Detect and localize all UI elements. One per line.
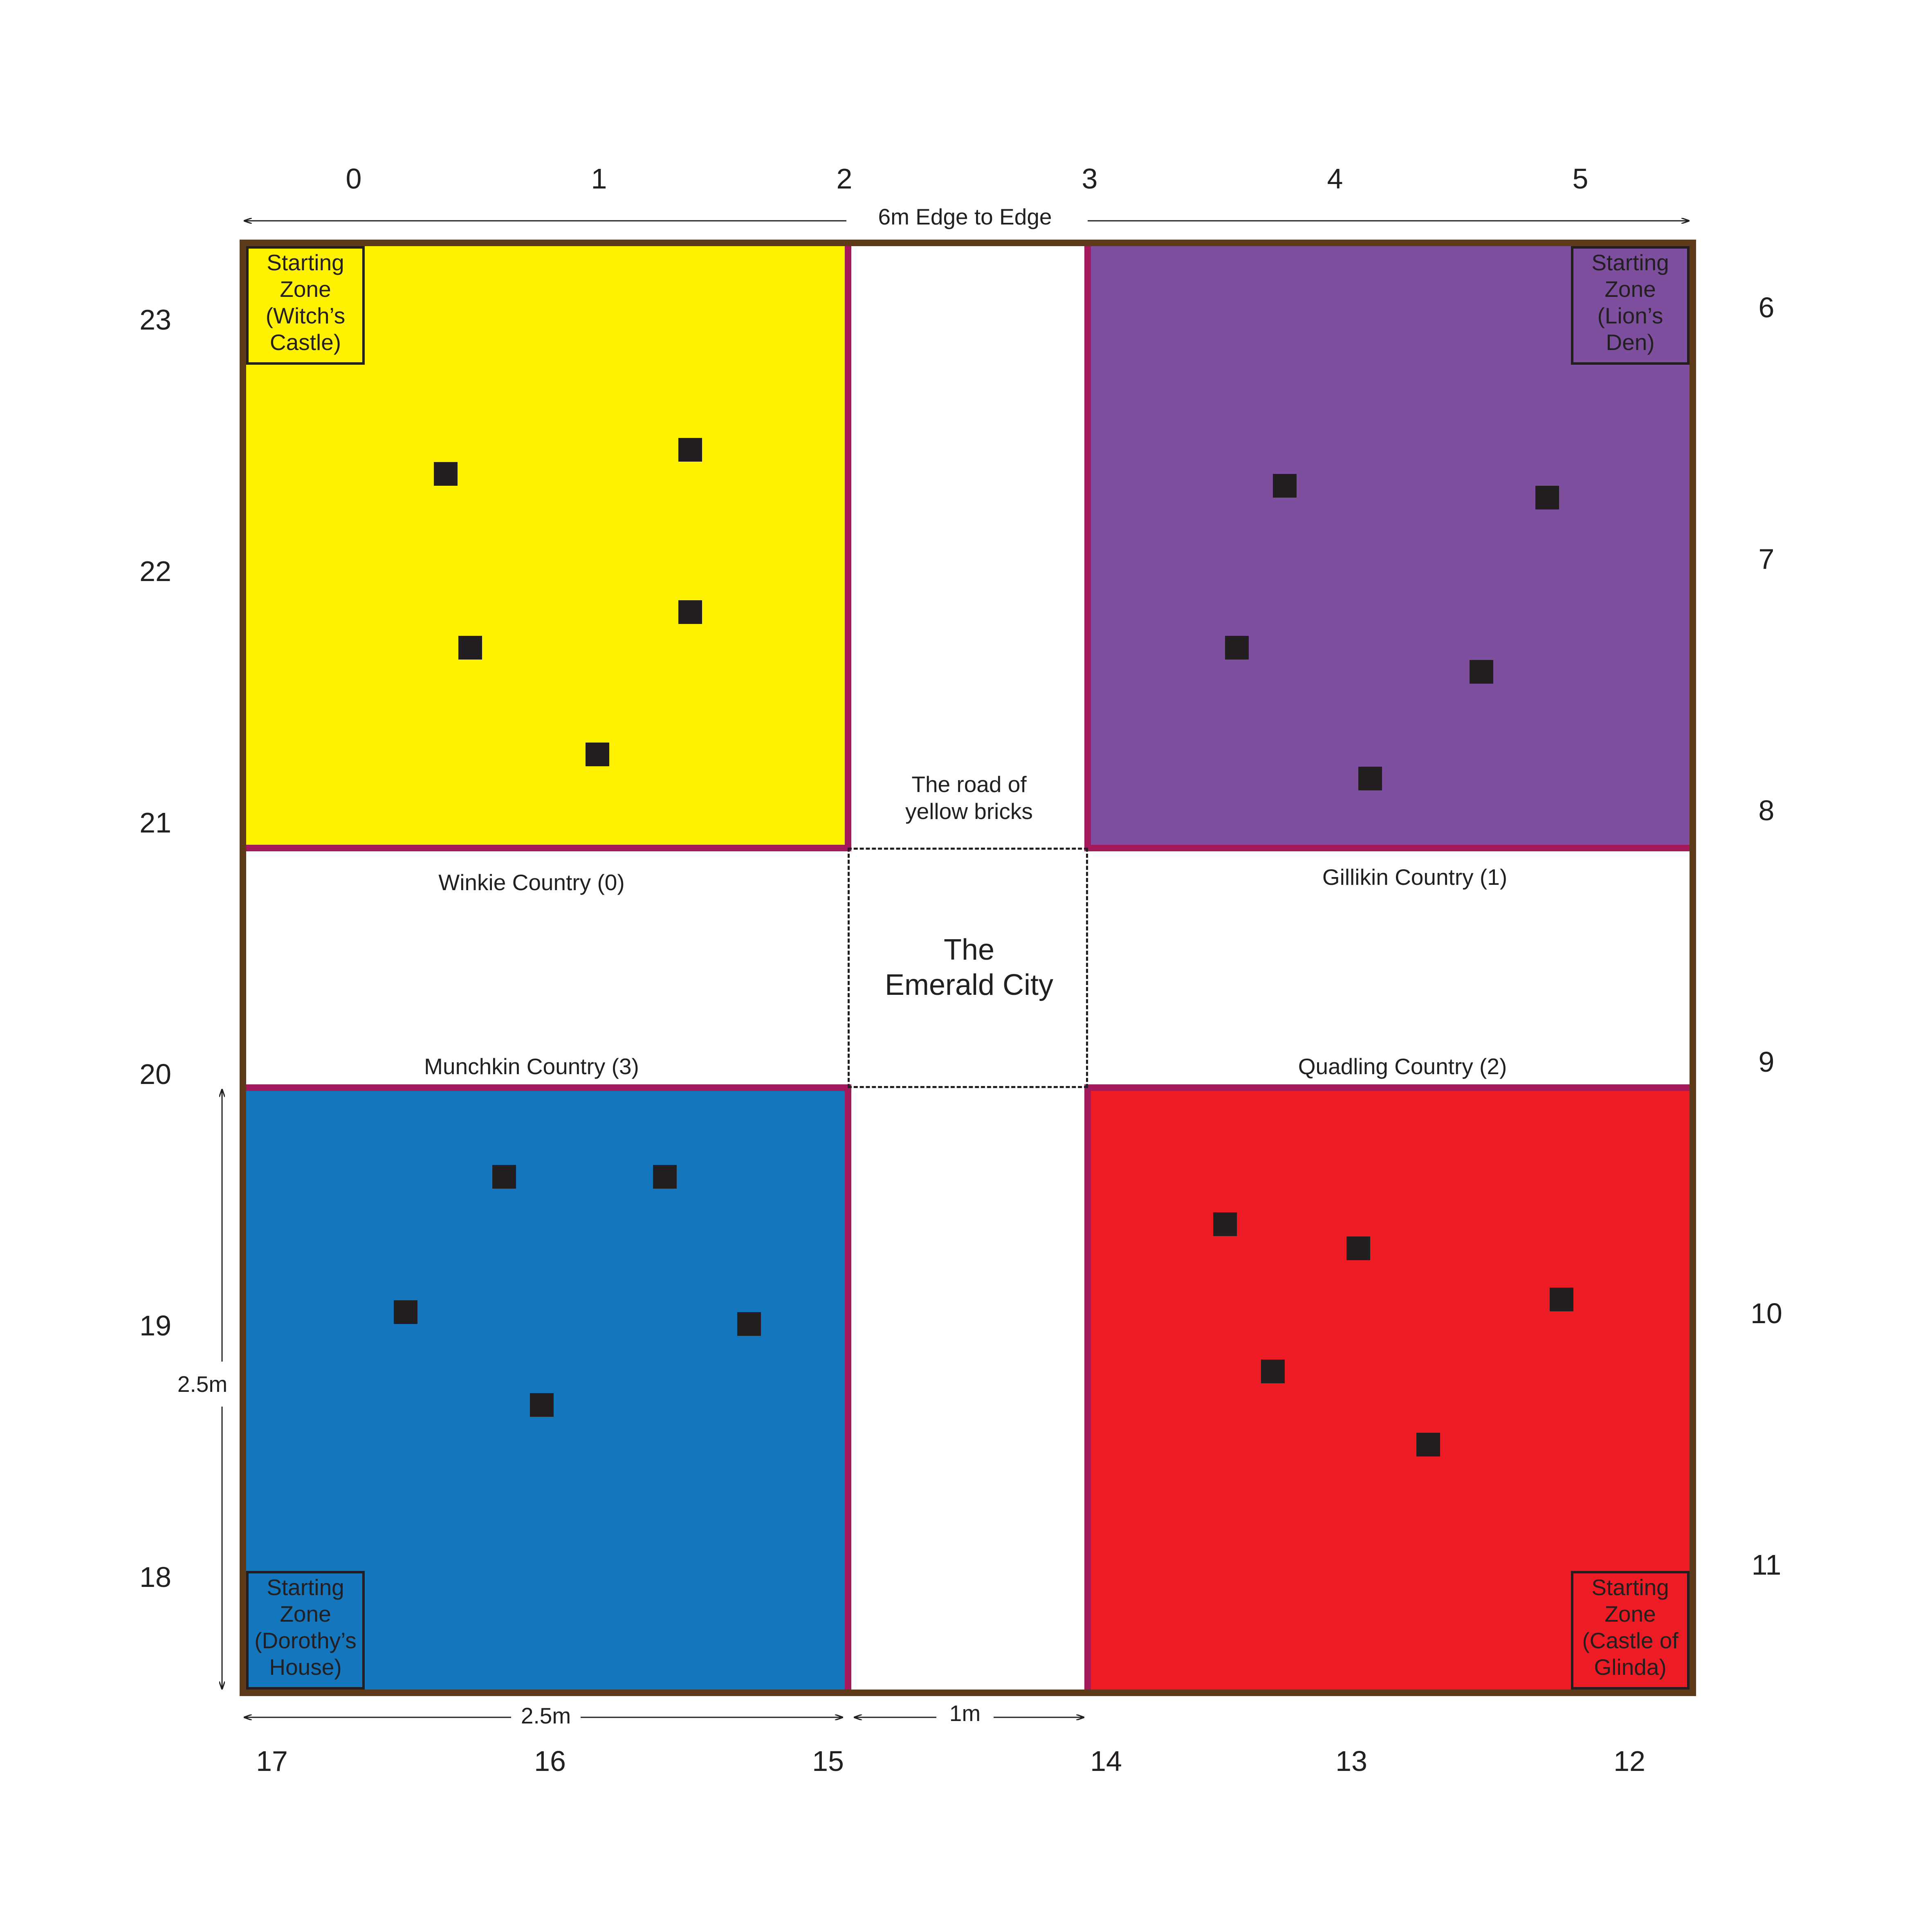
bottom-coord-17: 17 bbox=[256, 1745, 288, 1777]
dim-bottom-zone: 2.5m bbox=[521, 1703, 571, 1728]
starting-zone-glinda bbox=[1571, 1571, 1690, 1690]
starting-zone-lion bbox=[1571, 246, 1690, 365]
marker bbox=[1213, 1212, 1237, 1236]
marker bbox=[1470, 660, 1493, 684]
marker bbox=[492, 1165, 516, 1189]
bottom-coord-15: 15 bbox=[812, 1745, 844, 1777]
starting-zone-dorothy bbox=[246, 1571, 365, 1690]
marker bbox=[530, 1393, 554, 1417]
right-coord-6: 6 bbox=[1758, 292, 1775, 323]
top-coord-5: 5 bbox=[1572, 163, 1589, 195]
marker bbox=[458, 636, 482, 660]
winkie-country-label: Winkie Country (0) bbox=[438, 870, 625, 895]
gillikin-country bbox=[1091, 246, 1690, 845]
left-coord-23: 23 bbox=[139, 304, 171, 336]
starting-zone-witch-label: Starting Zone (Witch’s Castle) bbox=[265, 250, 346, 355]
marker bbox=[1346, 1236, 1370, 1260]
gillikin-country-label: Gillikin Country (1) bbox=[1322, 864, 1508, 890]
left-coord-22: 22 bbox=[139, 555, 171, 587]
bottom-coord-12: 12 bbox=[1613, 1745, 1645, 1777]
left-coord-21: 21 bbox=[139, 807, 171, 839]
top-coord-4: 4 bbox=[1327, 163, 1343, 195]
starting-zone-glinda-label: Starting Zone (Castle of Glinda) bbox=[1582, 1575, 1678, 1680]
left-coord-18: 18 bbox=[139, 1561, 171, 1593]
marker bbox=[678, 600, 702, 624]
munchkin-country bbox=[246, 1091, 845, 1690]
emerald-city-zone bbox=[848, 848, 1088, 1088]
top-coord-1: 1 bbox=[591, 163, 607, 195]
quadling-country-label: Quadling Country (2) bbox=[1298, 1054, 1507, 1079]
bottom-coord-14: 14 bbox=[1090, 1745, 1122, 1777]
bottom-coord-13: 13 bbox=[1335, 1745, 1367, 1777]
top-coord-0: 0 bbox=[346, 163, 362, 195]
marker bbox=[678, 438, 702, 462]
road-label: The road of yellow bricks bbox=[905, 772, 1033, 824]
marker bbox=[653, 1165, 677, 1189]
marker bbox=[1358, 767, 1382, 790]
right-coord-7: 7 bbox=[1758, 543, 1775, 575]
edge-to-edge-label: 6m Edge to Edge bbox=[878, 204, 1052, 229]
marker bbox=[1273, 474, 1297, 498]
marker bbox=[1550, 1288, 1573, 1311]
right-coord-8: 8 bbox=[1758, 794, 1775, 826]
left-coord-20: 20 bbox=[139, 1058, 171, 1090]
marker bbox=[737, 1312, 761, 1336]
starting-zone-witch bbox=[246, 246, 365, 365]
emerald-city-label: The Emerald City bbox=[884, 933, 1054, 1002]
marker bbox=[586, 743, 609, 766]
right-coord-10: 10 bbox=[1750, 1297, 1782, 1329]
starting-zone-dorothy-label: Starting Zone (Dorothy’s House) bbox=[254, 1575, 357, 1680]
munchkin-country-label: Munchkin Country (3) bbox=[424, 1054, 639, 1079]
marker bbox=[1225, 636, 1249, 660]
winkie-country bbox=[246, 246, 845, 845]
right-coord-9: 9 bbox=[1758, 1046, 1775, 1078]
marker bbox=[394, 1300, 417, 1324]
marker bbox=[1416, 1433, 1440, 1456]
top-coord-3: 3 bbox=[1082, 163, 1098, 195]
right-coord-11: 11 bbox=[1751, 1549, 1782, 1581]
bottom-coord-16: 16 bbox=[534, 1745, 566, 1777]
dim-left-zone: 2.5m bbox=[170, 1371, 235, 1398]
top-coord-2: 2 bbox=[836, 163, 853, 195]
marker bbox=[1261, 1360, 1285, 1383]
marker bbox=[434, 462, 458, 486]
left-coord-19: 19 bbox=[139, 1310, 171, 1342]
quadling-country bbox=[1091, 1091, 1690, 1690]
starting-zone-lion-label: Starting Zone (Lion’s Den) bbox=[1591, 250, 1669, 355]
dim-bottom-road: 1m bbox=[949, 1701, 981, 1726]
marker bbox=[1535, 486, 1559, 509]
